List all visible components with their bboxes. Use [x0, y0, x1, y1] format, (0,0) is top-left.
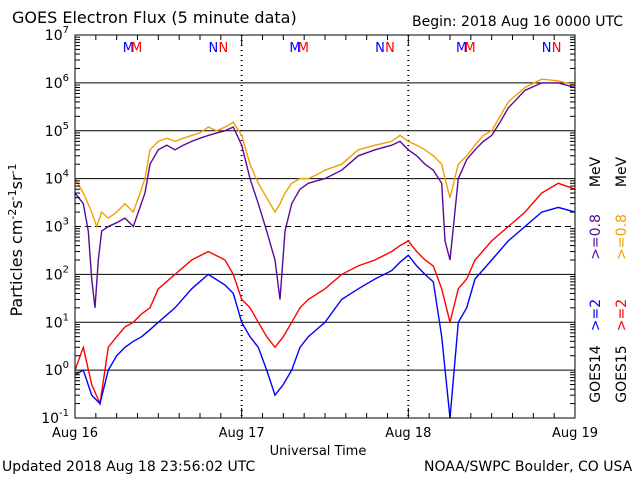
y-axis-label: Particles cm-2s-1sr-1: [6, 163, 26, 316]
legend-label: >=0.8: [588, 214, 604, 260]
mn-markers: MM N N MM N N MM N N: [123, 41, 562, 56]
y-tick-exponent: 1: [63, 312, 69, 323]
y-tick-label: 101: [45, 312, 69, 331]
y-tick-label: 106: [45, 73, 69, 92]
y-tick-exponent: 6: [63, 73, 69, 84]
y-tick-exponent: 5: [63, 121, 69, 132]
y-tick-exponent: 3: [63, 217, 69, 228]
y-axis-label-part: s: [7, 200, 26, 208]
begin-time: Begin: 2018 Aug 16 0000 UTC: [412, 14, 623, 30]
marker-label: M: [131, 41, 142, 56]
x-tick-label: Aug 18: [385, 426, 431, 441]
y-tick-label: 104: [45, 169, 69, 188]
y-axis-label-exp: -1: [6, 163, 19, 174]
series-line: [74, 82, 576, 308]
y-axis-label-part: sr: [7, 174, 26, 189]
chart-title: GOES Electron Flux (5 minute data): [12, 8, 297, 27]
legend: >=2 >=2 >=0.8 >=0.8 MeV MeV GOES14 GOES15: [588, 156, 630, 402]
x-tick-label: Aug 19: [552, 426, 598, 441]
x-tick-labels: Aug 16 Aug 17 Aug 18 Aug 19: [52, 426, 598, 441]
y-tick-exponent: 7: [63, 25, 69, 36]
credit-text: NOAA/SWPC Boulder, CO USA: [424, 459, 633, 475]
legend-label: >=2: [588, 299, 604, 331]
y-tick-base: 10: [41, 411, 59, 427]
series-lines: [74, 78, 576, 419]
y-tick-base: 10: [45, 363, 63, 379]
y-tick-base: 10: [45, 124, 63, 140]
y-tick-exponent: 4: [63, 169, 69, 180]
legend-label: >=0.8: [614, 214, 630, 260]
legend-satellite: GOES14: [588, 345, 604, 403]
y-tick-base: 10: [45, 267, 63, 283]
y-tick-exponent: -1: [59, 408, 69, 419]
y-tick-base: 10: [45, 315, 63, 331]
legend-unit: MeV: [614, 156, 630, 187]
marker-label: M: [123, 41, 134, 56]
marker-label: N: [385, 41, 395, 56]
y-tick-exponent: 2: [63, 264, 69, 275]
y-tick-base: 10: [45, 76, 63, 92]
legend-unit: MeV: [588, 156, 604, 187]
y-tick-label: 100: [45, 360, 69, 379]
series-line: [74, 206, 576, 419]
marker-label: M: [289, 41, 300, 56]
y-tick-label: 107: [45, 25, 69, 44]
x-axis-label: Universal Time: [270, 444, 367, 459]
marker-label: N: [542, 41, 552, 56]
updated-timestamp: Updated 2018 Aug 18 23:56:02 UTC: [2, 459, 256, 475]
marker-label: M: [456, 41, 467, 56]
y-tick-label: 102: [45, 264, 69, 283]
y-tick-label: 105: [45, 121, 69, 140]
series-line: [74, 78, 576, 229]
legend-label: >=2: [614, 299, 630, 331]
y-tick-label: 103: [45, 217, 69, 236]
y-tick-label: 10-1: [41, 408, 69, 427]
marker-label: N: [218, 41, 228, 56]
x-tick-label: Aug 16: [52, 426, 98, 441]
y-axis-label-part: Particles cm: [7, 220, 26, 317]
y-tick-base: 10: [45, 28, 63, 44]
series-line: [74, 182, 576, 407]
svg-text:Particles cm-2s-1sr-1: Particles cm-2s-1sr-1: [6, 163, 26, 316]
marker-label: M: [464, 41, 475, 56]
y-axis-label-exp: -2: [6, 209, 19, 220]
marker-label: N: [375, 41, 385, 56]
plot-frame: [74, 34, 576, 419]
x-tick-label: Aug 17: [219, 426, 265, 441]
y-tick-exponent: 0: [63, 360, 69, 371]
y-axis-label-exp: -1: [6, 189, 19, 200]
marker-label: N: [552, 41, 562, 56]
legend-satellite: GOES15: [614, 345, 630, 402]
y-tick-base: 10: [45, 172, 63, 188]
y-tick-base: 10: [45, 220, 63, 236]
marker-label: M: [298, 41, 309, 56]
marker-label: N: [208, 41, 218, 56]
